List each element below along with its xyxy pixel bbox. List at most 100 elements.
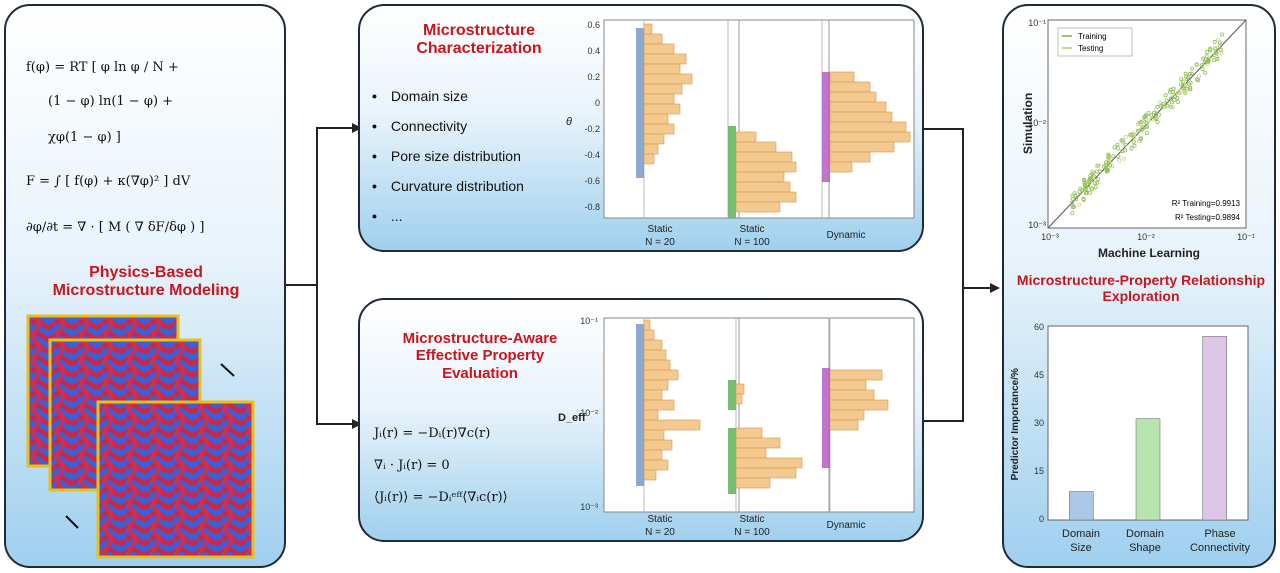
scatter-point — [1169, 104, 1174, 109]
scatter-point — [1214, 49, 1219, 54]
equation-effective-diffusivity: ⟨Jᵢ(r)⟩ = −Dᵢᵉᶠᶠ⟨∇ᵢc(r)⟩ — [374, 490, 508, 505]
scatter-point — [1144, 121, 1149, 126]
prop-y-tick: 10⁻² — [580, 408, 598, 418]
scatter-point — [1132, 133, 1137, 138]
scatter-point — [1139, 120, 1144, 125]
scatter-point — [1208, 48, 1213, 53]
scatter-point — [1107, 157, 1112, 162]
bar-category-label: Domain Shape — [1126, 528, 1164, 554]
scatter-point — [1140, 127, 1145, 132]
scatter-point — [1129, 133, 1134, 138]
scatter-point — [1123, 134, 1128, 139]
parity-scatter-plot: Training Testing R² Training=0.9913 R² T… — [1047, 19, 1247, 229]
arrow-to-ml-panel — [962, 283, 1000, 293]
r2-training: R² Training=0.9913 — [1172, 199, 1241, 208]
scatter-point — [1096, 177, 1101, 182]
arrow-to-characterization — [316, 123, 362, 133]
scatter-point — [1072, 204, 1077, 209]
scatter-point — [1142, 115, 1147, 120]
scatter-point — [1182, 91, 1187, 96]
property-evaluation-panel: Microstructure-Aware Effective Property … — [358, 298, 924, 542]
bullet-curvature: Curvature distribution — [372, 178, 524, 194]
scatter-point — [1082, 178, 1087, 183]
scatter-point — [1149, 117, 1154, 122]
scatter-point — [1077, 202, 1082, 207]
scatter-point — [1162, 104, 1167, 109]
scatter-point — [1194, 62, 1199, 67]
scatter-point — [1083, 186, 1088, 191]
physics-modeling-title: Physics-Based Microstructure Modeling — [52, 264, 240, 300]
equation-free-energy-2: (1 − φ) ln(1 − φ) + — [48, 94, 174, 109]
scatter-point — [1203, 70, 1208, 75]
scatter-point — [1173, 94, 1178, 99]
relationship-title: Microstructure-Property Relationship Exp… — [1016, 272, 1266, 305]
char-y-tick: -0.8 — [584, 202, 600, 212]
physics-modeling-panel: f(φ) = RT [ φ ln φ / N + (1 − φ) ln(1 − … — [4, 4, 286, 568]
scatter-point — [1089, 186, 1094, 191]
bar-y-tick: 60 — [1033, 322, 1044, 332]
scatter-x-tick: 10⁻² — [1137, 232, 1155, 242]
r2-testing: R² Testing=0.9894 — [1175, 213, 1241, 222]
scatter-point — [1209, 57, 1214, 62]
scatter-point — [1116, 154, 1121, 159]
scatter-point — [1136, 122, 1141, 127]
scatter-y-tick: 10⁻³ — [1028, 220, 1046, 230]
scatter-point — [1084, 190, 1089, 195]
connector-from-characterization — [924, 128, 962, 130]
scatter-point — [1199, 63, 1204, 68]
scatter-point — [1216, 38, 1221, 43]
bar-y-tick: 0 — [1038, 514, 1044, 524]
connector-from-property — [924, 420, 962, 422]
scatter-point — [1115, 142, 1120, 147]
scatter-point — [1131, 139, 1136, 144]
equation-free-energy-3: χφ(1 − φ) ] — [48, 130, 121, 145]
char-y-tick: 0 — [594, 98, 600, 108]
arrow-to-property — [316, 419, 362, 429]
scatter-point — [1132, 143, 1137, 148]
scatter-point — [1112, 145, 1117, 150]
importance-bar — [1069, 491, 1094, 521]
importance-bar — [1135, 418, 1161, 521]
scatter-point — [1084, 188, 1089, 193]
scatter-point — [1205, 59, 1210, 64]
scatter-point — [1184, 74, 1189, 79]
legend-training: Training — [1078, 32, 1107, 41]
scatter-point — [1188, 81, 1193, 86]
scatter-point — [1117, 158, 1122, 163]
connector-left-vertical — [316, 128, 318, 424]
scatter-point — [1139, 136, 1144, 141]
scatter-point — [1184, 86, 1189, 91]
bar-y-tick: 45 — [1033, 370, 1044, 380]
scatter-point — [1104, 160, 1109, 165]
scatter-point — [1163, 93, 1168, 98]
scatter-x-label: Machine Learning — [1097, 246, 1201, 260]
scatter-point — [1129, 146, 1134, 151]
scatter-point — [1093, 181, 1098, 186]
scatter-point — [1201, 56, 1206, 61]
scatter-point — [1095, 169, 1100, 174]
scatter-point — [1158, 104, 1163, 109]
char-y-tick: -0.2 — [584, 124, 600, 134]
scatter-point — [1093, 185, 1098, 190]
scatter-point — [1178, 88, 1183, 93]
scatter-point — [1188, 87, 1193, 92]
scatter-point — [1120, 138, 1125, 143]
scatter-point — [1111, 154, 1116, 159]
equation-free-energy-1: f(φ) = RT [ φ ln φ / N + — [26, 60, 179, 75]
scatter-point — [1171, 86, 1176, 91]
scatter-point — [1155, 120, 1160, 125]
bullet-domain-size: Domain size — [372, 88, 468, 104]
scatter-point — [1205, 49, 1210, 54]
property-evaluation-title: Microstructure-Aware Effective Property … — [402, 330, 558, 382]
prop-group-label: Static N = 20 — [645, 514, 675, 538]
scatter-point — [1082, 181, 1087, 186]
scatter-point — [1165, 103, 1170, 108]
scatter-point — [1156, 112, 1161, 117]
char-group-label: Dynamic — [826, 230, 866, 241]
characterization-distribution-chart — [603, 19, 915, 219]
scatter-point — [1088, 173, 1093, 178]
equation-cahn-hilliard: ∂φ/∂t = ∇ · [ M ( ∇ δF/δφ ) ] — [26, 220, 205, 235]
scatter-point — [1138, 138, 1143, 143]
scatter-point — [1070, 210, 1075, 215]
scatter-point — [1108, 163, 1113, 168]
